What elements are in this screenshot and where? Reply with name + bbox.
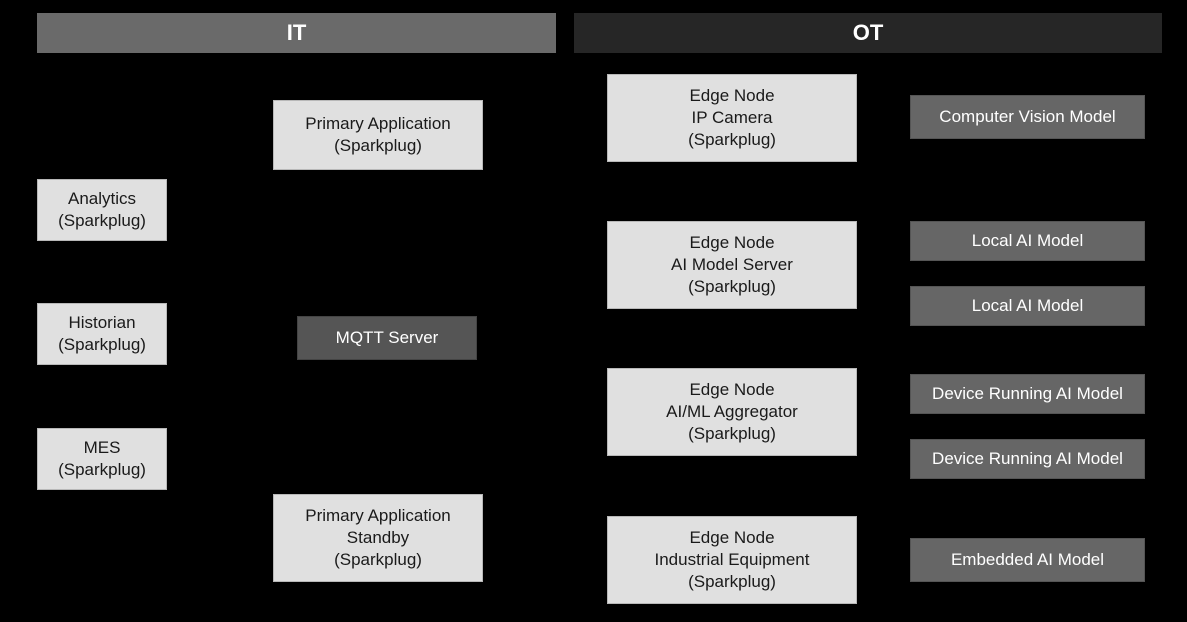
box-edge-ai-model-server: Edge NodeAI Model Server(Sparkplug) [607, 221, 857, 309]
box-device-running-ai-2: Device Running AI Model [910, 439, 1145, 479]
box-line: Device Running AI Model [932, 383, 1123, 405]
box-line: (Sparkplug) [688, 571, 776, 593]
box-line: (Sparkplug) [58, 334, 146, 356]
box-line: AI Model Server [671, 254, 793, 276]
box-line: AI/ML Aggregator [666, 401, 798, 423]
box-line: (Sparkplug) [688, 276, 776, 298]
box-mqtt-server: MQTT Server [297, 316, 477, 360]
box-line: Standby [347, 527, 409, 549]
box-line: Local AI Model [972, 230, 1084, 252]
box-edge-aiml-aggregator: Edge NodeAI/ML Aggregator(Sparkplug) [607, 368, 857, 456]
box-edge-industrial-equipment: Edge NodeIndustrial Equipment(Sparkplug) [607, 516, 857, 604]
box-line: Analytics [68, 188, 136, 210]
box-line: (Sparkplug) [334, 135, 422, 157]
box-line: Historian [68, 312, 135, 334]
box-device-running-ai-1: Device Running AI Model [910, 374, 1145, 414]
box-edge-ip-camera: Edge NodeIP Camera(Sparkplug) [607, 74, 857, 162]
box-line: MES [84, 437, 121, 459]
box-line: Edge Node [689, 85, 774, 107]
box-line: (Sparkplug) [58, 459, 146, 481]
box-computer-vision-model: Computer Vision Model [910, 95, 1145, 139]
box-line: Primary Application [305, 113, 451, 135]
box-line: Device Running AI Model [932, 448, 1123, 470]
header-it: IT [37, 13, 556, 53]
header-ot: OT [574, 13, 1162, 53]
box-line: Embedded AI Model [951, 549, 1104, 571]
box-historian: Historian(Sparkplug) [37, 303, 167, 365]
box-line: Local AI Model [972, 295, 1084, 317]
box-line: (Sparkplug) [688, 129, 776, 151]
box-mes: MES(Sparkplug) [37, 428, 167, 490]
box-line: (Sparkplug) [688, 423, 776, 445]
box-embedded-ai-model: Embedded AI Model [910, 538, 1145, 582]
box-line: (Sparkplug) [58, 210, 146, 232]
box-line: MQTT Server [336, 327, 439, 349]
box-local-ai-model-1: Local AI Model [910, 221, 1145, 261]
box-line: (Sparkplug) [334, 549, 422, 571]
box-line: Edge Node [689, 379, 774, 401]
box-primary-app: Primary Application(Sparkplug) [273, 100, 483, 170]
box-primary-app-standby: Primary ApplicationStandby(Sparkplug) [273, 494, 483, 582]
box-line: Edge Node [689, 527, 774, 549]
box-local-ai-model-2: Local AI Model [910, 286, 1145, 326]
box-line: Primary Application [305, 505, 451, 527]
box-analytics: Analytics(Sparkplug) [37, 179, 167, 241]
box-line: IP Camera [692, 107, 773, 129]
box-line: Edge Node [689, 232, 774, 254]
box-line: Computer Vision Model [939, 106, 1115, 128]
box-line: Industrial Equipment [655, 549, 810, 571]
